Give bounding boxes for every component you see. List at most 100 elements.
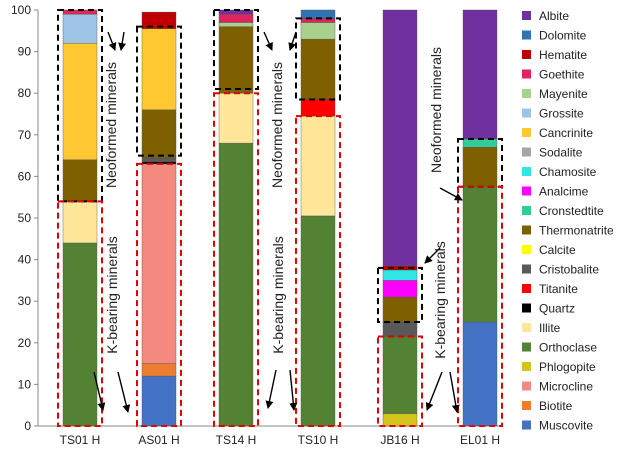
legend-swatch-orthoclase — [522, 342, 531, 352]
bar-segment-ts01-h-grossite — [62, 13, 98, 44]
bar-segment-ts01-h-orthoclase — [62, 242, 98, 427]
legend-label-sodalite: Sodalite — [539, 146, 583, 160]
bar-segment-as01-h-thermonatrite — [141, 109, 177, 158]
legend-label-chamosite: Chamosite — [539, 165, 597, 179]
y-tick-label: 40 — [18, 253, 32, 267]
y-tick-label: 20 — [18, 336, 32, 350]
bar-segment-el01-h-thermonatrite — [462, 147, 498, 187]
legend-label-calcite: Calcite — [539, 243, 576, 257]
x-tick-label: JB16 H — [380, 433, 419, 447]
bar-segment-ts10-h-dolomite — [300, 9, 336, 19]
bar-segment-el01-h-muscovite — [462, 321, 498, 427]
y-tick-label: 10 — [18, 377, 32, 391]
y-tick-label: 80 — [18, 86, 32, 100]
legend-label-albite: Albite — [539, 9, 569, 23]
y-tick-label: 50 — [18, 211, 32, 225]
legend-swatch-mayenite — [522, 89, 531, 98]
x-tick-label: EL01 H — [460, 433, 500, 447]
annotation-labels: Neoformed minerals Neoformed minerals Neof… — [103, 47, 448, 359]
neoformed-box-ts01-h — [57, 9, 103, 203]
bar-segment-jb16-h-cristobalite — [382, 321, 418, 337]
legend-swatch-cronstedtite — [522, 206, 531, 215]
annotation-arrow — [425, 371, 443, 411]
legend-label-phlogopite: Phlogopite — [539, 360, 596, 374]
neoformed-box-as01-h — [136, 25, 182, 157]
bar-segment-ts10-h-titanite — [300, 99, 336, 117]
k-bearing-box-ts01-h — [57, 200, 103, 427]
annotation-arrow — [424, 247, 441, 264]
bar-segment-as01-h-microcline — [141, 163, 177, 364]
bar-segment-ts01-h-thermonatrite — [62, 159, 98, 202]
k-bearing-box-as01-h — [136, 162, 182, 427]
legend-label-mayenite: Mayenite — [539, 87, 588, 101]
bar-segment-jb16-h-albite — [382, 9, 418, 267]
legend-swatch-titanite — [522, 284, 531, 293]
annotation-arrow — [289, 369, 298, 411]
neoformed-label: Neoformed minerals — [428, 47, 444, 173]
bar-segment-ts14-h-orthoclase — [218, 142, 254, 427]
x-tick-label: AS01 H — [138, 433, 179, 447]
bar-segment-el01-h-orthoclase — [462, 186, 498, 323]
bar-segment-ts10-h-thermonatrite — [300, 38, 336, 100]
x-tick-label: TS01 H — [60, 433, 101, 447]
legend-swatch-calcite — [522, 245, 531, 254]
legend-swatch-sodalite — [522, 147, 531, 157]
neoformed-label: Neoformed minerals — [269, 62, 285, 188]
bar-segment-as01-h-biotite — [141, 363, 177, 377]
legend-label-microcline: Microcline — [539, 380, 593, 394]
bar-segment-ts01-h-illite — [62, 201, 98, 244]
y-tick-label: 70 — [18, 128, 32, 142]
k-bearing-label: K-bearing minerals — [270, 236, 286, 354]
annotation-arrows — [93, 31, 463, 413]
legend-swatch-dolomite — [522, 30, 531, 40]
y-tick-label: 0 — [24, 419, 31, 433]
legend-label-orthoclase: Orthoclase — [539, 341, 597, 355]
legend-swatch-microcline — [522, 381, 531, 391]
bar-segment-jb16-h-thermonatrite — [382, 296, 418, 323]
annotation-arrow — [118, 31, 127, 51]
annotation-arrow — [117, 371, 131, 413]
legend-label-titanite: Titanite — [539, 282, 578, 296]
bar-segment-ts14-h-goethite — [218, 13, 254, 23]
legend-swatch-hematite — [522, 50, 531, 59]
neoformed-box-jb16-h — [377, 266, 423, 324]
legend-swatch-phlogopite — [522, 362, 531, 371]
legend-label-cancrinite: Cancrinite — [539, 126, 593, 140]
legend-swatch-biotite — [522, 401, 531, 410]
axes: 0 10 20 30 40 50 60 70 80 90 100 TS01 H AS01 H TS14 H… — [11, 3, 500, 447]
legend-swatch-muscovite — [522, 420, 531, 430]
legend-label-cronstedtite: Cronstedtite — [539, 204, 604, 218]
legend-swatch-quartz — [522, 303, 531, 313]
legend-swatch-thermonatrite — [522, 225, 531, 235]
bar-segment-ts01-h-cancrinite — [62, 43, 98, 160]
y-tick-label: 60 — [18, 169, 32, 183]
bars — [62, 9, 498, 427]
legend-label-quartz: Quartz — [539, 302, 575, 316]
y-tick-label: 30 — [18, 294, 32, 308]
neoformed-label: Neoformed minerals — [103, 62, 119, 188]
bar-segment-as01-h-muscovite — [141, 375, 177, 427]
legend-swatch-cancrinite — [522, 128, 531, 137]
legend-label-dolomite: Dolomite — [539, 29, 587, 43]
bar-segment-ts14-h-mayenite — [218, 22, 254, 27]
bar-segment-as01-h-hematite — [141, 11, 177, 29]
bar-segment-jb16-h-phlogopite — [382, 413, 418, 427]
y-tick-label: 90 — [18, 45, 32, 59]
bar-segment-ts10-h-mayenite — [300, 22, 336, 40]
k-bearing-label: K-bearing minerals — [104, 236, 120, 354]
y-tick-label: 100 — [11, 3, 31, 17]
legend-swatch-illite — [522, 323, 531, 332]
legend-swatch-grossite — [522, 108, 531, 118]
bar-segment-ts14-h-thermonatrite — [218, 26, 254, 94]
legend-label-illite: Illite — [539, 321, 561, 335]
legend-swatch-analcime — [522, 186, 531, 196]
k-bearing-box-ts10-h — [295, 115, 341, 428]
legend-swatch-cristobalite — [522, 264, 531, 274]
x-tick-label: TS10 H — [298, 433, 339, 447]
annotation-arrow — [439, 187, 463, 201]
legend-label-cristobalite: Cristobalite — [539, 263, 599, 277]
legend-label-thermonatrite: Thermonatrite — [539, 224, 614, 238]
annotation-arrow — [288, 31, 297, 51]
legend-swatch-goethite — [522, 69, 531, 79]
